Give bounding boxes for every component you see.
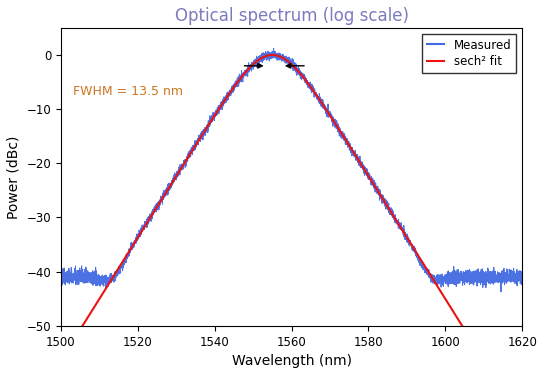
Y-axis label: Power (dBc): Power (dBc) bbox=[7, 135, 21, 219]
Text: FWHM = 13.5 nm: FWHM = 13.5 nm bbox=[72, 85, 182, 98]
Legend: Measured, sech² fit: Measured, sech² fit bbox=[422, 34, 516, 73]
Title: Optical spectrum (log scale): Optical spectrum (log scale) bbox=[175, 7, 409, 25]
X-axis label: Wavelength (nm): Wavelength (nm) bbox=[232, 354, 351, 368]
